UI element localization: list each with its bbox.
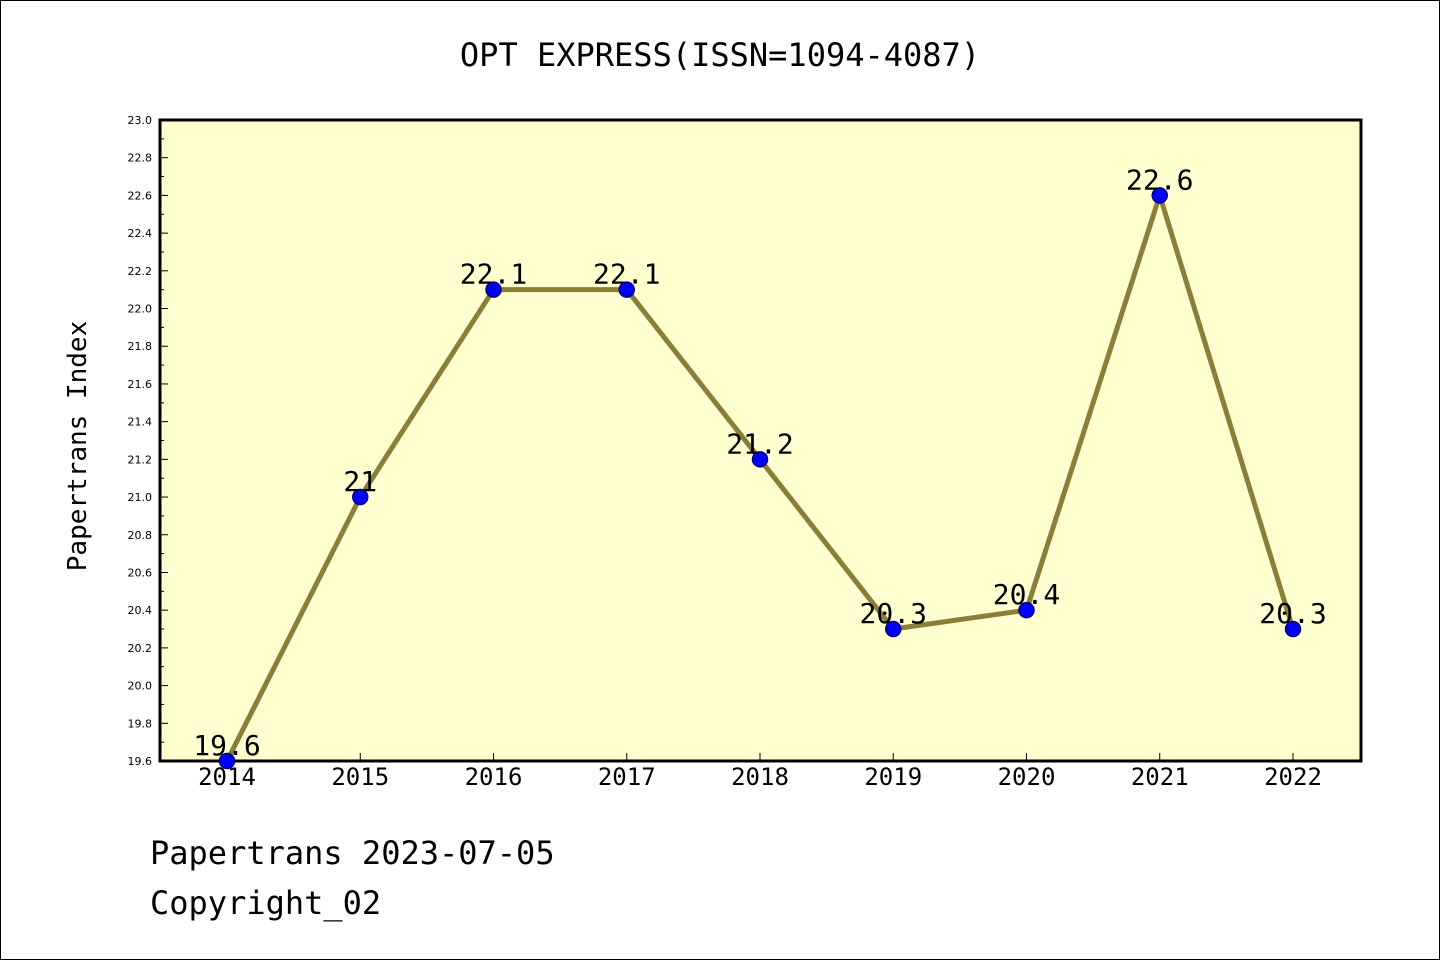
data-label: 20.3 xyxy=(860,597,927,630)
x-tick-label: 2021 xyxy=(1131,763,1189,791)
footer-date: Papertrans 2023-07-05 xyxy=(150,834,555,872)
x-tick-label: 2019 xyxy=(864,763,922,791)
y-tick-label: 20.4 xyxy=(128,604,153,617)
x-tick-label: 2016 xyxy=(465,763,523,791)
footer-copyright: Copyright_02 xyxy=(150,884,382,922)
data-label: 19.6 xyxy=(193,729,260,762)
y-tick-label: 21.0 xyxy=(128,491,153,504)
y-tick-label: 21.6 xyxy=(128,378,153,391)
data-point xyxy=(1284,620,1302,638)
y-tick-label: 19.6 xyxy=(128,755,153,768)
y-tick-label: 22.2 xyxy=(128,265,153,278)
data-point xyxy=(485,281,502,298)
y-tick-label: 21.4 xyxy=(128,416,153,429)
series-markers xyxy=(218,187,1302,770)
data-label: 20.3 xyxy=(1259,597,1326,630)
y-axis: 19.6 19.8 20.0 20.2 20.4 20.6 20.8 21.0 21.2 21.4… xyxy=(128,114,168,768)
y-tick-label: 23.0 xyxy=(128,114,153,127)
data-label: 22.1 xyxy=(593,258,660,291)
y-tick-label: 19.8 xyxy=(128,717,153,730)
plot-area xyxy=(158,118,1363,763)
data-label: 22.6 xyxy=(1126,163,1193,196)
data-point xyxy=(751,451,769,468)
data-labels: 19.6 21 22.1 22.1 21.2 20.3 20.4 22.6 20.3 xyxy=(193,163,1326,762)
y-tick-label: 22.8 xyxy=(128,152,153,165)
x-tick-label: 2015 xyxy=(331,763,389,791)
y-tick-label: 21.8 xyxy=(128,340,153,353)
data-label: 21.2 xyxy=(726,427,793,460)
y-tick-label: 20.2 xyxy=(128,642,153,655)
data-point xyxy=(1018,601,1035,619)
y-tick-label: 22.0 xyxy=(128,303,153,316)
y-tick-label: 20.0 xyxy=(128,680,153,693)
x-tick-label: 2017 xyxy=(598,763,656,791)
x-tick-label: 2020 xyxy=(998,763,1056,791)
data-point xyxy=(885,620,902,638)
y-tick-label: 20.6 xyxy=(128,566,153,579)
data-point xyxy=(1151,187,1168,204)
data-point xyxy=(218,752,236,770)
data-label: 20.4 xyxy=(993,578,1060,611)
data-point xyxy=(352,488,369,506)
y-tick-label: 20.8 xyxy=(128,529,153,542)
chart-title: OPT EXPRESS(ISSN=1094-4087) xyxy=(460,36,980,74)
x-tick-label: 2022 xyxy=(1264,763,1322,791)
y-tick-label: 21.2 xyxy=(128,453,153,466)
y-tick-label: 22.6 xyxy=(128,189,153,202)
data-label: 21 xyxy=(343,465,377,498)
y-tick-label: 22.4 xyxy=(128,227,153,240)
data-point xyxy=(618,281,635,298)
x-tick-label: 2018 xyxy=(731,763,789,791)
y-axis-label: Papertrans Index xyxy=(63,321,93,571)
data-label: 22.1 xyxy=(460,258,527,291)
x-axis: 2014 2015 2016 2017 2018 2019 2020 2021 2022 xyxy=(198,753,1322,791)
